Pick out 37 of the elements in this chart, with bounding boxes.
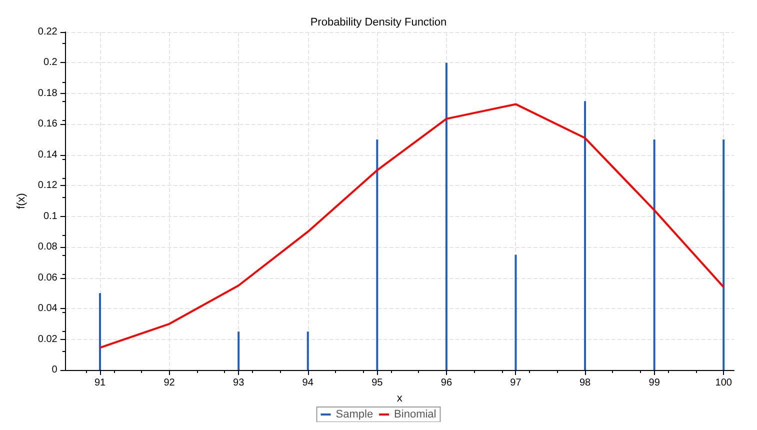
x-tick-label: 99 (648, 378, 660, 388)
y-tick-label: 0.06 (38, 272, 58, 284)
y-axis-title: f(x) (16, 193, 28, 209)
bar (722, 140, 725, 370)
y-tick-label: 0.22 (38, 26, 58, 38)
bar (514, 254, 517, 370)
y-tick-label: 0 (52, 364, 58, 376)
y-tick-label: 0.14 (38, 149, 58, 160)
x-tick-label: 98 (579, 378, 592, 388)
y-tick-label: 0.04 (38, 303, 58, 314)
bar (99, 293, 102, 370)
y-tick-label: 0.2 (43, 57, 58, 68)
x-tick-label: 92 (164, 378, 176, 388)
x-tick-label: 96 (440, 378, 452, 388)
chart-title: Probability Density Function (310, 16, 447, 28)
y-tick-label: 0.16 (38, 118, 58, 130)
x-tick-label: 97 (510, 378, 522, 388)
x-tick-label: 95 (372, 378, 384, 388)
legend-label: Sample (336, 408, 374, 420)
y-tick-label: 0.18 (38, 88, 58, 99)
y-tick-label: 0.1 (43, 210, 58, 222)
x-tick-label: 94 (302, 378, 314, 388)
y-tick-label: 0.08 (38, 242, 58, 253)
bar (376, 140, 378, 370)
bar (584, 101, 586, 370)
y-tick-label: 0.02 (38, 334, 58, 345)
line-series (99, 103, 725, 349)
x-tick-label: 91 (94, 378, 106, 388)
y-tick-label: 0.12 (38, 180, 58, 192)
bar (653, 140, 656, 370)
x-tick-label: 93 (233, 378, 245, 388)
x-tick-label: 100 (715, 378, 732, 388)
bar (445, 62, 448, 370)
legend-label: Binomial (394, 408, 436, 420)
bar (238, 332, 240, 370)
bar (306, 332, 309, 370)
x-axis-title: x (396, 392, 403, 404)
